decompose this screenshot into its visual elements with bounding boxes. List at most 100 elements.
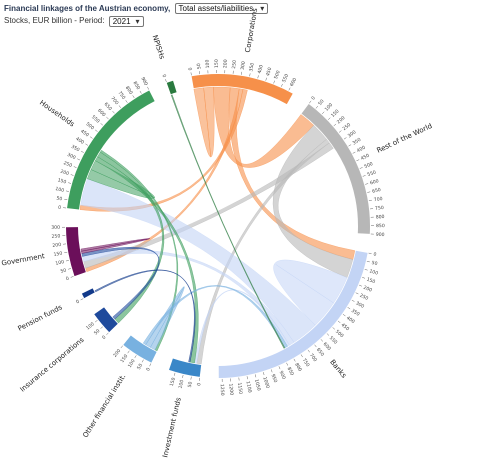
tick-mark <box>65 260 69 262</box>
ribbon-corporations-to-households[interactable] <box>79 89 248 212</box>
tick-mark <box>89 136 93 139</box>
arc-npishs[interactable] <box>166 80 177 95</box>
period-select[interactable]: 2021 <box>108 15 144 27</box>
tick-label: 900 <box>278 370 287 381</box>
tick-label: 1250 <box>219 384 225 396</box>
tick-mark <box>337 320 341 324</box>
tick-label: 750 <box>375 205 384 212</box>
tick-label: 350 <box>351 137 362 147</box>
tick-mark <box>365 183 369 185</box>
ribbon-other-financial-instit--to-banks[interactable] <box>142 285 288 349</box>
tick-label: 500 <box>334 329 345 339</box>
tick-label: 700 <box>373 196 383 203</box>
tick-label: 950 <box>270 373 279 383</box>
ribbon-npishs-to-banks[interactable] <box>170 94 286 349</box>
tick-label: 150 <box>57 177 67 185</box>
tick-mark <box>362 277 366 279</box>
tick-mark <box>368 252 372 254</box>
tick-mark <box>356 159 360 162</box>
view-select[interactable]: Total assets/liabilities <box>174 3 269 15</box>
tick-label: 250 <box>359 293 370 302</box>
tick-label: 700 <box>109 96 119 107</box>
sector-label-investment-funds: Investment funds <box>161 396 183 458</box>
tick-mark <box>134 355 137 359</box>
tick-label: 100 <box>85 321 96 331</box>
tick-mark <box>141 359 144 363</box>
tick-label: 800 <box>376 214 385 220</box>
ribbon-corporations-to-corporations[interactable] <box>193 86 215 158</box>
tick-mark <box>352 151 356 154</box>
tick-label: 250 <box>341 122 352 132</box>
tick-mark <box>95 129 98 132</box>
tick-label: 0 <box>196 382 202 386</box>
tick-mark <box>68 182 72 184</box>
tick-label: 550 <box>367 170 377 179</box>
arc-government[interactable] <box>66 227 86 277</box>
ribbon-households-to-other-financial-instit-[interactable] <box>99 149 179 352</box>
tick-mark <box>351 299 355 302</box>
tick-mark <box>309 100 312 104</box>
tick-label: 700 <box>308 352 318 363</box>
tick-label: 400 <box>74 136 85 146</box>
tick-mark <box>281 83 283 87</box>
sector-label-corporations: Corporations <box>244 7 260 53</box>
sector-label-households: Households <box>38 99 76 129</box>
tick-mark <box>100 326 103 329</box>
tick-label: 100 <box>178 379 186 389</box>
arc-insurance-corporations[interactable] <box>94 307 118 333</box>
tick-mark <box>293 358 296 362</box>
tick-label: 1000 <box>261 376 270 389</box>
tick-label: 500 <box>364 161 374 170</box>
tick-mark <box>332 327 336 330</box>
tick-label: 100 <box>369 268 379 276</box>
tick-label: 0 <box>65 276 70 283</box>
tick-label: 850 <box>376 223 385 229</box>
tick-mark <box>348 144 352 147</box>
tick-label: 50 <box>136 363 144 371</box>
tick-label: 400 <box>345 315 356 325</box>
arc-other-financial-instit[interactable] <box>123 335 157 363</box>
tick-label: 400 <box>257 64 265 74</box>
tick-label: 600 <box>289 77 298 88</box>
arc-households[interactable] <box>67 90 155 210</box>
arc-corporations[interactable] <box>191 74 293 105</box>
tick-mark <box>326 333 330 336</box>
ribbon-other-financial-instit--to-other-financial-instit-[interactable] <box>145 286 185 351</box>
tick-mark <box>70 174 74 176</box>
header: Financial linkages of the Austrian econo… <box>4 3 269 27</box>
tick-label: 850 <box>131 80 141 91</box>
sector-label-banks: Banks <box>328 358 348 380</box>
tick-label: 0 <box>310 95 317 101</box>
tick-label: 50 <box>196 63 203 70</box>
sector-label-government: Government <box>1 252 46 267</box>
arc-pension-funds[interactable] <box>81 288 95 299</box>
tick-label: 150 <box>330 108 341 118</box>
tick-mark <box>132 95 135 99</box>
tick-mark <box>120 345 123 349</box>
arc-rest-of-the-world[interactable] <box>301 104 370 234</box>
tick-mark <box>65 190 69 192</box>
tick-mark <box>263 372 265 376</box>
tick-label: 0 <box>160 74 167 79</box>
tick-mark <box>286 362 289 366</box>
tick-mark <box>327 117 331 120</box>
tick-label: 200 <box>222 59 228 68</box>
tick-label: 650 <box>372 187 382 195</box>
tick-mark <box>112 110 115 114</box>
arc-banks[interactable] <box>218 250 368 378</box>
ribbon-government-to-government[interactable] <box>80 238 150 254</box>
tick-mark <box>359 167 363 169</box>
tick-label: 150 <box>214 59 220 68</box>
tick-mark <box>94 320 98 323</box>
arc-investment-funds[interactable] <box>169 358 202 377</box>
tick-label: 1100 <box>245 381 253 394</box>
ribbon-pension-funds-to-investment-funds[interactable] <box>94 269 196 363</box>
ribbon-insurance-corporations-to-government[interactable] <box>81 247 160 320</box>
tick-mark <box>307 349 310 353</box>
ribbon-banks-to-banks[interactable] <box>273 259 348 326</box>
tick-label: 50 <box>56 195 63 202</box>
tick-mark <box>249 73 251 77</box>
tick-label: 250 <box>231 60 238 69</box>
tick-label: 200 <box>59 169 69 178</box>
